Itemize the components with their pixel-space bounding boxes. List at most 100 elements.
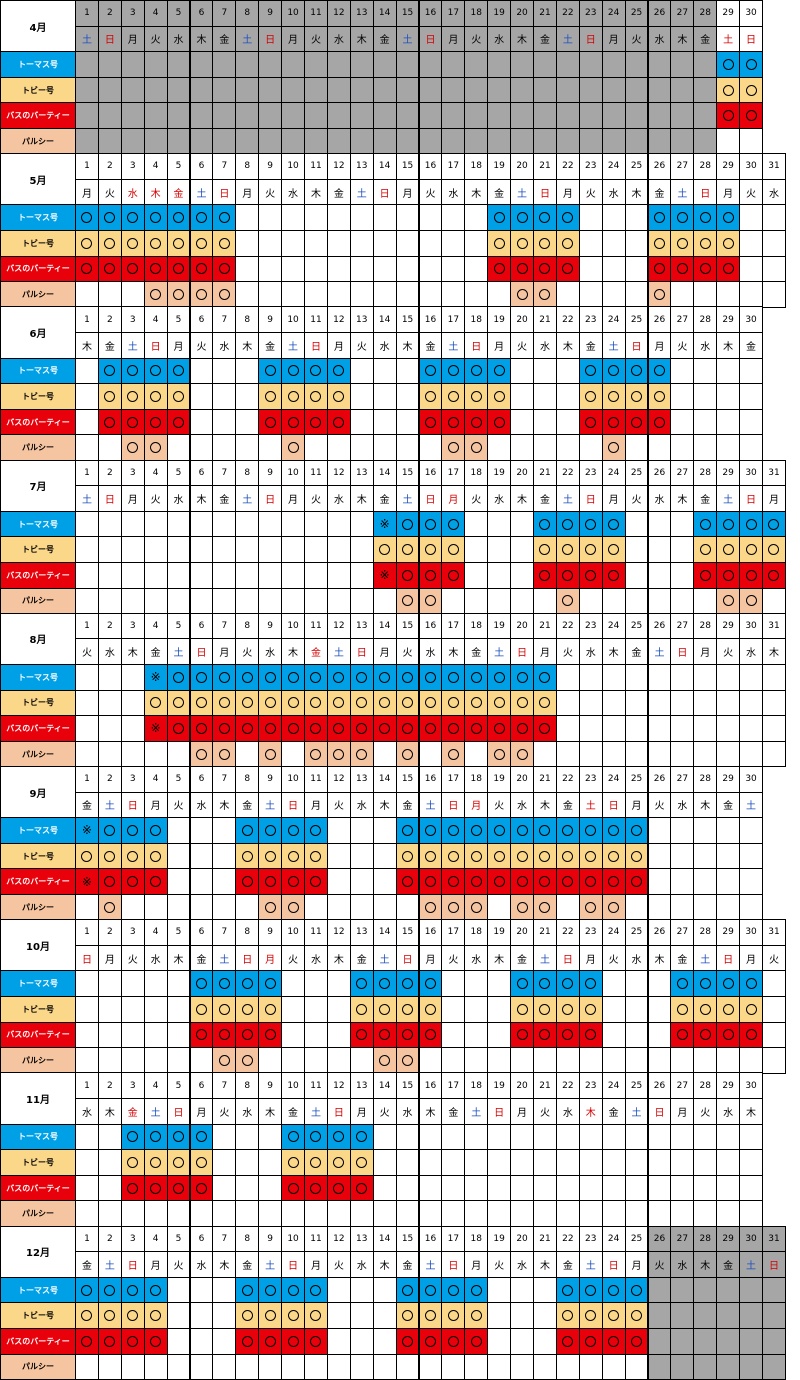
schedule-cell[interactable] bbox=[235, 1123, 260, 1151]
schedule-cell[interactable] bbox=[533, 715, 557, 742]
schedule-cell[interactable] bbox=[464, 587, 489, 615]
schedule-cell[interactable] bbox=[441, 51, 466, 78]
schedule-cell[interactable] bbox=[326, 434, 351, 461]
schedule-cell[interactable] bbox=[647, 255, 672, 283]
schedule-cell[interactable] bbox=[97, 1302, 122, 1329]
schedule-cell[interactable] bbox=[739, 1200, 763, 1227]
schedule-cell[interactable] bbox=[395, 1149, 420, 1176]
schedule-cell[interactable] bbox=[601, 536, 626, 563]
schedule-cell[interactable] bbox=[189, 536, 214, 563]
schedule-cell[interactable] bbox=[120, 996, 145, 1023]
schedule-cell[interactable] bbox=[578, 996, 603, 1023]
schedule-cell[interactable] bbox=[326, 664, 351, 691]
schedule-cell[interactable] bbox=[143, 408, 168, 436]
schedule-cell[interactable] bbox=[533, 76, 557, 104]
schedule-cell[interactable] bbox=[97, 1353, 122, 1380]
schedule-cell[interactable] bbox=[693, 689, 718, 717]
schedule-cell[interactable] bbox=[510, 408, 534, 436]
schedule-cell[interactable] bbox=[349, 1328, 374, 1355]
schedule-cell[interactable] bbox=[75, 740, 99, 768]
schedule-cell[interactable] bbox=[304, 383, 328, 410]
schedule-cell[interactable] bbox=[670, 1174, 695, 1202]
schedule-cell[interactable] bbox=[624, 562, 649, 589]
schedule-cell[interactable] bbox=[189, 408, 214, 436]
schedule-cell[interactable] bbox=[281, 1174, 305, 1202]
schedule-cell[interactable] bbox=[326, 1353, 351, 1380]
schedule-cell[interactable] bbox=[487, 383, 512, 410]
schedule-cell[interactable] bbox=[304, 587, 328, 615]
schedule-cell[interactable] bbox=[441, 1021, 466, 1049]
schedule-cell[interactable] bbox=[693, 1047, 718, 1074]
schedule-cell[interactable] bbox=[349, 664, 374, 691]
schedule-cell[interactable] bbox=[670, 970, 695, 997]
schedule-cell[interactable] bbox=[647, 51, 672, 78]
schedule-cell[interactable] bbox=[372, 1328, 397, 1355]
schedule-cell[interactable]: ※ bbox=[372, 562, 397, 589]
schedule-cell[interactable] bbox=[212, 510, 237, 538]
schedule-cell[interactable] bbox=[601, 1276, 626, 1304]
schedule-cell[interactable] bbox=[281, 587, 305, 615]
schedule-cell[interactable] bbox=[601, 408, 626, 436]
schedule-cell[interactable] bbox=[258, 1021, 283, 1049]
schedule-cell[interactable] bbox=[75, 689, 99, 717]
schedule-cell[interactable] bbox=[304, 1353, 328, 1380]
schedule-cell[interactable] bbox=[326, 715, 351, 742]
schedule-cell[interactable] bbox=[418, 817, 443, 844]
schedule-cell[interactable] bbox=[281, 434, 305, 461]
schedule-cell[interactable] bbox=[143, 1302, 168, 1329]
schedule-cell[interactable] bbox=[304, 1047, 328, 1074]
schedule-cell[interactable] bbox=[281, 817, 305, 844]
schedule-cell[interactable] bbox=[739, 1021, 763, 1049]
schedule-cell[interactable] bbox=[762, 1047, 786, 1074]
schedule-cell[interactable] bbox=[647, 1302, 672, 1329]
schedule-cell[interactable] bbox=[647, 76, 672, 104]
schedule-cell[interactable] bbox=[258, 1123, 283, 1151]
schedule-cell[interactable] bbox=[304, 1123, 328, 1151]
schedule-cell[interactable] bbox=[120, 1276, 145, 1304]
schedule-cell[interactable] bbox=[578, 689, 603, 717]
schedule-cell[interactable] bbox=[326, 970, 351, 997]
schedule-cell[interactable] bbox=[395, 281, 420, 308]
schedule-cell[interactable] bbox=[120, 894, 145, 921]
schedule-cell[interactable] bbox=[212, 383, 237, 410]
schedule-cell[interactable] bbox=[693, 76, 718, 104]
schedule-cell[interactable] bbox=[395, 1353, 420, 1380]
schedule-cell[interactable] bbox=[304, 102, 328, 129]
schedule-cell[interactable] bbox=[487, 842, 512, 870]
schedule-cell[interactable] bbox=[235, 996, 260, 1023]
schedule-cell[interactable] bbox=[97, 842, 122, 870]
schedule-cell[interactable] bbox=[75, 1123, 99, 1151]
schedule-cell[interactable] bbox=[258, 128, 283, 155]
schedule-cell[interactable] bbox=[670, 357, 695, 385]
schedule-cell[interactable] bbox=[326, 587, 351, 615]
schedule-cell[interactable] bbox=[555, 562, 580, 589]
schedule-cell[interactable] bbox=[120, 536, 145, 563]
schedule-cell[interactable] bbox=[395, 1021, 420, 1049]
schedule-cell[interactable] bbox=[349, 842, 374, 870]
schedule-cell[interactable] bbox=[143, 894, 168, 921]
schedule-cell[interactable] bbox=[464, 1174, 489, 1202]
schedule-cell[interactable] bbox=[97, 1328, 122, 1355]
schedule-cell[interactable] bbox=[601, 1047, 626, 1074]
schedule-cell[interactable] bbox=[97, 1200, 122, 1227]
schedule-cell[interactable] bbox=[670, 204, 695, 231]
schedule-cell[interactable] bbox=[189, 1047, 214, 1074]
schedule-cell[interactable] bbox=[418, 740, 443, 768]
schedule-cell[interactable] bbox=[624, 1302, 649, 1329]
schedule-cell[interactable] bbox=[487, 715, 512, 742]
schedule-cell[interactable] bbox=[258, 510, 283, 538]
schedule-cell[interactable] bbox=[97, 817, 122, 844]
schedule-cell[interactable] bbox=[372, 281, 397, 308]
schedule-cell[interactable] bbox=[372, 715, 397, 742]
schedule-cell[interactable] bbox=[349, 996, 374, 1023]
schedule-cell[interactable] bbox=[624, 1021, 649, 1049]
schedule-cell[interactable] bbox=[212, 1200, 237, 1227]
schedule-cell[interactable] bbox=[601, 434, 626, 461]
schedule-cell[interactable] bbox=[189, 894, 214, 921]
schedule-cell[interactable] bbox=[647, 868, 672, 895]
schedule-cell[interactable] bbox=[441, 1047, 466, 1074]
schedule-cell[interactable] bbox=[510, 255, 534, 283]
schedule-cell[interactable] bbox=[693, 1200, 718, 1227]
schedule-cell[interactable] bbox=[166, 1047, 191, 1074]
schedule-cell[interactable] bbox=[555, 1353, 580, 1380]
